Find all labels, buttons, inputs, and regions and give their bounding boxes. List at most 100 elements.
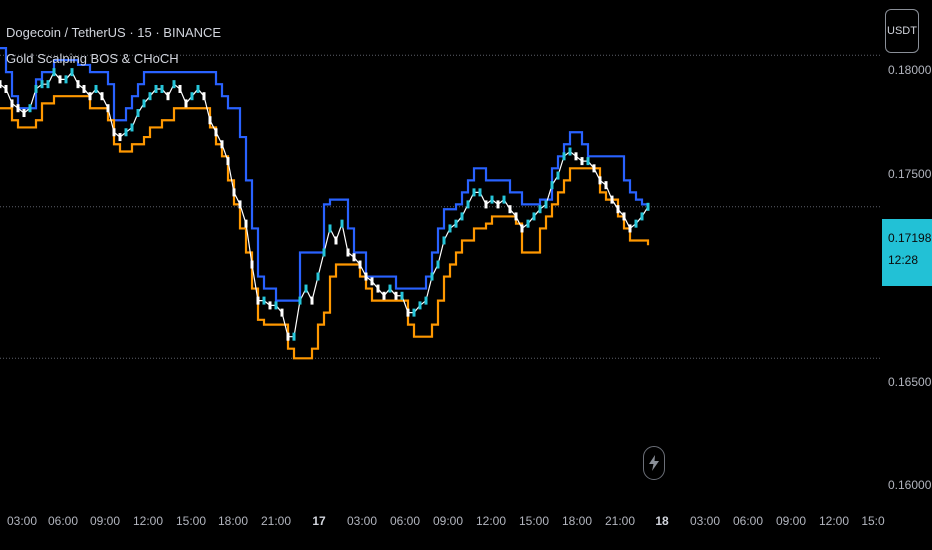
price-candle (442, 236, 446, 245)
price-candle (592, 164, 596, 173)
price-candle (88, 92, 92, 101)
price-candle (610, 195, 614, 204)
price-candle (130, 123, 134, 132)
price-candle (364, 272, 368, 281)
price-candle (568, 147, 572, 156)
x-tick-label: 06:00 (47, 514, 79, 528)
price-candle (304, 284, 308, 293)
price-candle (520, 224, 524, 233)
price-candle (562, 152, 566, 161)
price-candle (232, 188, 236, 197)
price-candle (406, 308, 410, 317)
price-candle (418, 301, 422, 310)
price-candle (514, 212, 518, 221)
x-tick-label: 09:00 (775, 514, 807, 528)
price-candle (628, 224, 632, 233)
price-candle (100, 92, 104, 101)
last-price-badge: 0.17198 12:28 (882, 219, 932, 286)
price-candle (244, 219, 248, 228)
price-candle (16, 104, 20, 113)
price-candle (376, 284, 380, 293)
price-candle (46, 80, 50, 89)
x-tick-label: 21:00 (260, 514, 292, 528)
price-candle (28, 104, 32, 113)
indicator-name[interactable]: Gold Scalping BOS & CHoCH (6, 51, 179, 66)
x-tick-label: 15:00 (518, 514, 550, 528)
price-candle (148, 92, 152, 101)
price-candle (196, 84, 200, 93)
price-candle (340, 219, 344, 228)
price-candle (82, 84, 86, 93)
x-tick-label: 03:00 (6, 514, 38, 528)
price-candle (496, 200, 500, 209)
price-candle (118, 133, 122, 142)
price-candle (394, 291, 398, 300)
bar-countdown: 12:28 (888, 253, 919, 267)
currency-button[interactable]: USDT (885, 9, 919, 53)
price-candle (454, 219, 458, 228)
x-tick-label: 18:00 (217, 514, 249, 528)
price-candle (358, 260, 362, 269)
price-candle (22, 109, 26, 118)
lightning-icon[interactable] (643, 446, 665, 480)
price-candle (604, 181, 608, 190)
price-candle (466, 200, 470, 209)
series-lines (0, 46, 650, 360)
price-candle (238, 200, 242, 209)
price-candle (214, 128, 218, 137)
price-candle (52, 68, 56, 77)
price-candle (544, 200, 548, 209)
y-tick-label: 0.18000 (888, 63, 932, 77)
price-candle (334, 236, 338, 245)
price-candle (280, 308, 284, 317)
x-tick-label: 12:00 (818, 514, 850, 528)
price-candle (388, 284, 392, 293)
x-tick-label: 06:00 (732, 514, 764, 528)
price-candle (382, 291, 386, 300)
price-candle (10, 99, 14, 108)
price-candle (550, 181, 554, 190)
price-candle (640, 212, 644, 221)
price-candle (40, 80, 44, 89)
lower-band-line (0, 95, 650, 360)
price-candle (490, 195, 494, 204)
price-candle (256, 296, 260, 305)
price-candle (526, 219, 530, 228)
price-candle (70, 68, 74, 77)
price-candle (226, 157, 230, 166)
price-candle (94, 84, 98, 93)
x-tick-label: 09:00 (89, 514, 121, 528)
price-candle (136, 109, 140, 118)
price-candle (190, 92, 194, 101)
price-candle (76, 80, 80, 89)
price-candle (472, 188, 476, 197)
x-tick-label: 09:00 (432, 514, 464, 528)
price-candle (538, 205, 542, 214)
price-candle (160, 84, 164, 93)
price-candle (634, 219, 638, 228)
price-candle (430, 272, 434, 281)
price-candle (34, 84, 38, 93)
price-candle (352, 253, 356, 262)
price-candle (598, 176, 602, 185)
price-candle (622, 212, 626, 221)
y-tick-label: 0.16500 (888, 375, 932, 389)
price-candle (202, 92, 206, 101)
price-candle (532, 212, 536, 221)
price-candle (154, 84, 158, 93)
price-candle (124, 128, 128, 137)
price-candle (112, 128, 116, 137)
upper-band-line (0, 46, 650, 302)
x-tick-label: 15:0 (861, 514, 885, 528)
price-candle (4, 84, 8, 93)
x-tick-label: 06:00 (389, 514, 421, 528)
price-candle (574, 152, 578, 161)
price-candle (448, 224, 452, 233)
price-candle (412, 308, 416, 317)
price-candle (322, 248, 326, 257)
x-tick-label: 15:00 (175, 514, 207, 528)
y-tick-label: 0.16000 (888, 478, 932, 492)
price-candle (208, 116, 212, 125)
price-candle (310, 296, 314, 305)
